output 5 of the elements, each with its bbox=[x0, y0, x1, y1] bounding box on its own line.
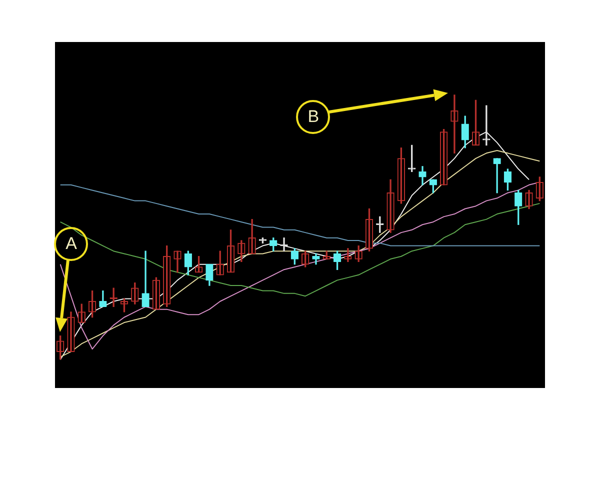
candlestick bbox=[258, 238, 267, 244]
annotation: A bbox=[54, 226, 88, 261]
candlestick bbox=[482, 105, 490, 146]
candlestick bbox=[408, 144, 416, 172]
annotation: B bbox=[296, 100, 330, 134]
